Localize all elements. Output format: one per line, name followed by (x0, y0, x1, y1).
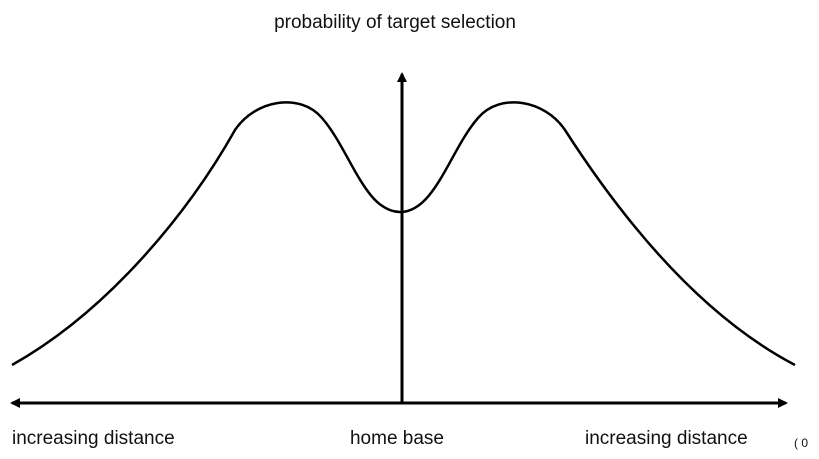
left-label: increasing distance (12, 428, 175, 449)
right-label: increasing distance (585, 428, 748, 449)
title: probability of target selection (274, 12, 516, 33)
center-label: home base (350, 428, 444, 449)
corner-text: ( 0 (794, 436, 808, 450)
probability-curve (11, 101, 796, 367)
